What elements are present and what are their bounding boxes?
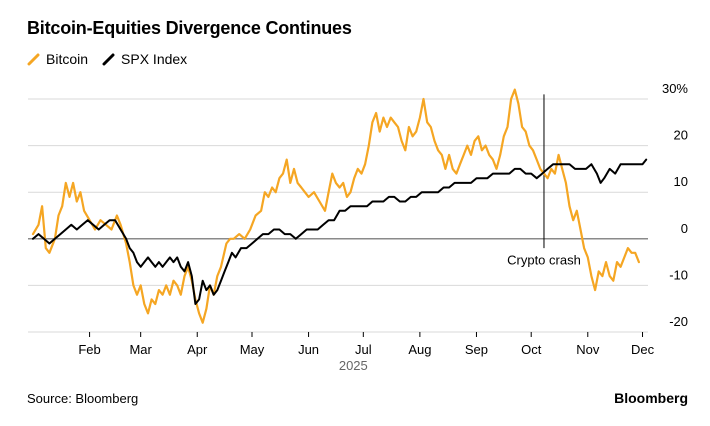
y-axis: 30% 20 10 0 -10 -20: [662, 81, 688, 329]
x-tick-label: Sep: [465, 342, 488, 357]
y-tick-label: 20: [674, 128, 688, 143]
chart-title: Bitcoin-Equities Divergence Continues: [27, 18, 352, 38]
chart-legend: Bitcoin SPX Index: [27, 51, 201, 67]
source-note: Source: Bloomberg: [27, 391, 139, 406]
x-tick-label: Aug: [408, 342, 431, 357]
series-line-spx-index: [32, 158, 648, 305]
legend-label-spx: SPX Index: [121, 51, 188, 67]
annotations: Crypto crash: [507, 94, 581, 267]
legend-item-spx: SPX Index: [102, 51, 187, 67]
x-axis-year-label: 2025: [339, 358, 368, 373]
x-tick-label: Nov: [576, 342, 600, 357]
x-tick-label: Mar: [129, 342, 152, 357]
x-tick-label: May: [240, 342, 265, 357]
legend-item-bitcoin: Bitcoin: [27, 51, 88, 67]
x-tick-label: Jun: [298, 342, 319, 357]
brand-logo: Bloomberg: [614, 390, 688, 406]
x-tick-label: Apr: [187, 342, 208, 357]
grid-lines: [28, 98, 648, 333]
x-tick-label: Oct: [521, 342, 542, 357]
series-line-bitcoin: [31, 88, 640, 324]
x-tick-label: Dec: [631, 342, 655, 357]
annotation-label: Crypto crash: [507, 252, 581, 267]
y-tick-label: -10: [669, 267, 688, 282]
y-tick-label: 10: [674, 174, 688, 189]
x-tick-label: Jul: [355, 342, 372, 357]
y-tick-label: 30%: [662, 81, 688, 96]
x-tick-label: Feb: [78, 342, 100, 357]
legend-swatch-bitcoin: [27, 53, 40, 65]
y-tick-label: -20: [669, 314, 688, 329]
series-lines: [31, 88, 648, 324]
y-tick-label: 0: [681, 221, 688, 236]
legend-label-bitcoin: Bitcoin: [46, 51, 89, 67]
legend-swatch-spx: [102, 53, 115, 65]
x-axis: Feb Mar Apr May Jun Jul Aug Sep Oct Nov Dec 2025: [78, 332, 655, 373]
